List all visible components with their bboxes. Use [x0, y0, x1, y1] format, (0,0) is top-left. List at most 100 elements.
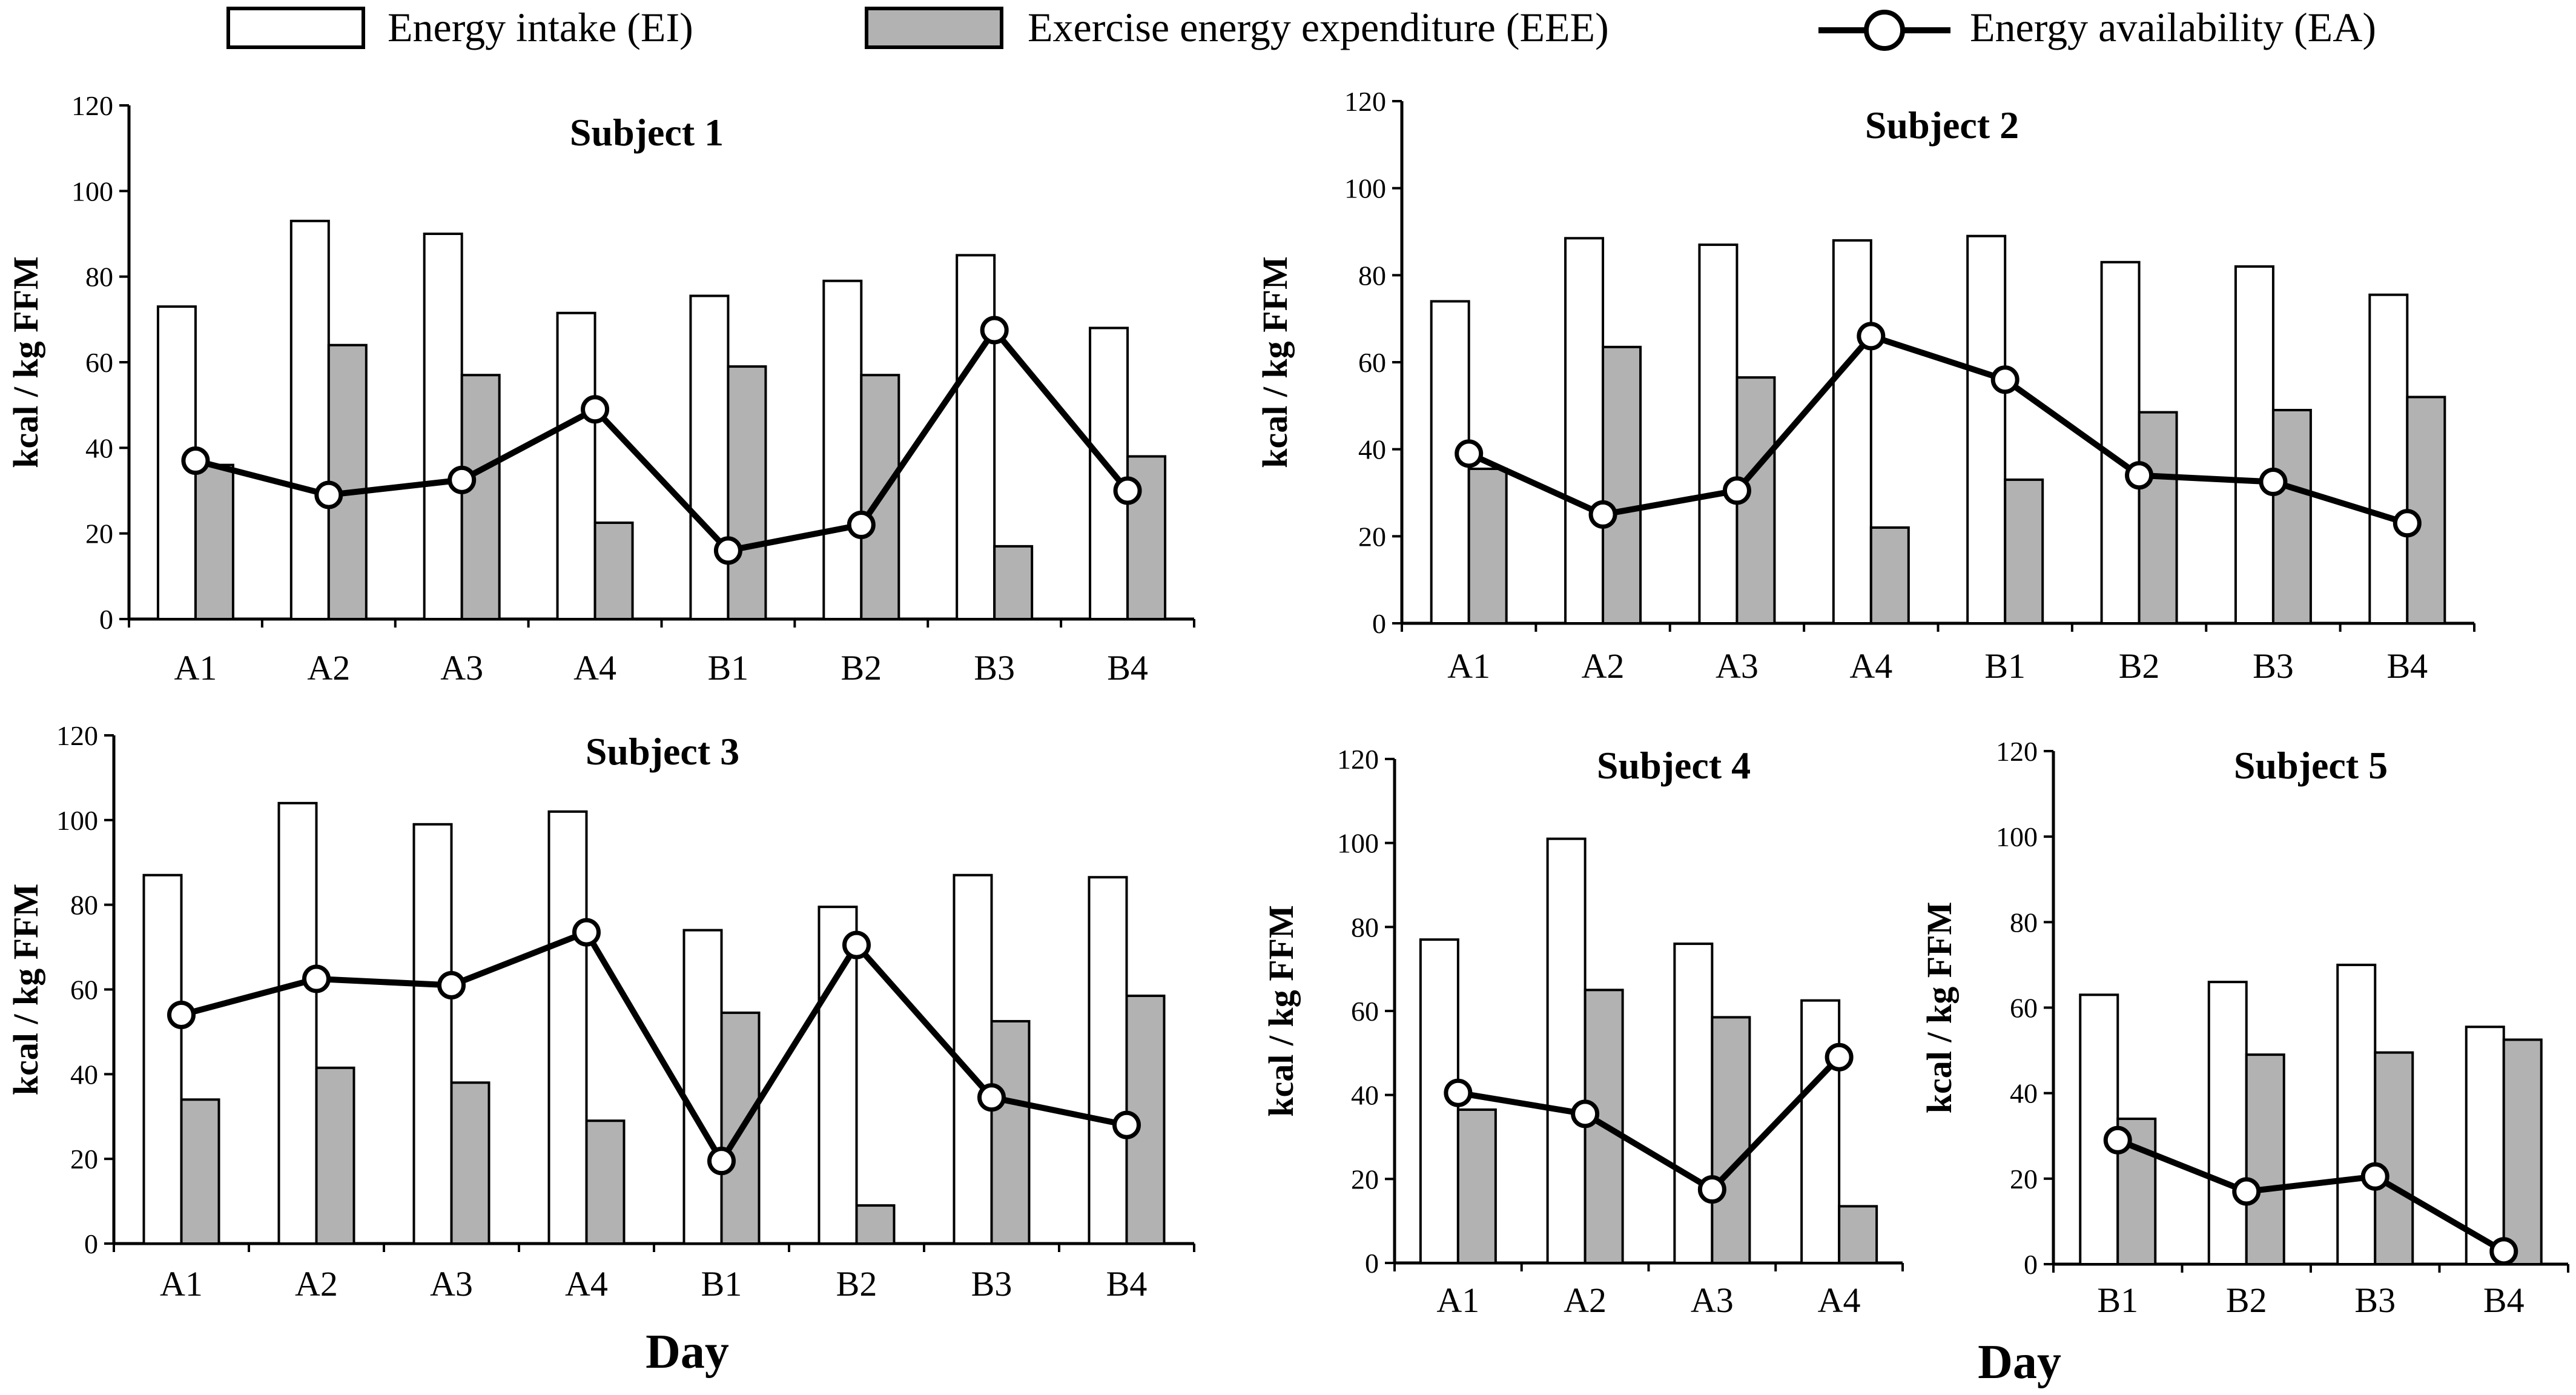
- panel-subject-2: 0 20 40 60 80 100 120 Subject 2 kcal / kg FFM A1 A…: [1255, 86, 2475, 686]
- ea-line: [180, 929, 1128, 1164]
- ea-line: [194, 327, 1130, 554]
- y-tick-label: 120: [1337, 744, 1379, 775]
- ea-line: [1458, 1055, 1841, 1193]
- ea-line: [1467, 333, 2408, 526]
- category-label: B1: [1984, 646, 2026, 686]
- y-tick-label: 20: [1358, 521, 1386, 552]
- bar-ei: [1546, 837, 1587, 1264]
- category-label: B2: [841, 648, 882, 688]
- category-label: B4: [1107, 648, 1148, 688]
- bar-ei: [1673, 943, 1714, 1264]
- y-tick-label: 40: [1351, 1080, 1379, 1111]
- bar-eee: [1602, 345, 1642, 625]
- bar-ei: [556, 311, 596, 620]
- bar-ei: [822, 279, 863, 620]
- category-label: B3: [974, 648, 1015, 688]
- bar-ei: [547, 810, 588, 1245]
- ea-point: [167, 1000, 196, 1029]
- category-label: B2: [2119, 646, 2160, 686]
- chart-title: Subject 2: [1865, 104, 2019, 147]
- bar-ei: [2100, 260, 2141, 625]
- bar-eee: [1456, 1108, 1497, 1265]
- bar-ei: [2207, 981, 2248, 1266]
- category-label: A3: [440, 648, 483, 688]
- chart-title: Subject 1: [570, 111, 724, 154]
- legend-ei-label: Energy intake (EI): [388, 4, 693, 50]
- ea-point: [707, 1147, 736, 1176]
- bar-ei: [817, 906, 858, 1245]
- category-label: A2: [1582, 646, 1625, 686]
- legend-ei-swatch: [226, 7, 365, 49]
- ea-point: [713, 536, 742, 565]
- ea-point: [1857, 322, 1886, 351]
- bar-ei: [2234, 265, 2274, 625]
- bar-ei: [142, 873, 183, 1245]
- ea-point: [572, 918, 601, 947]
- category-label: A4: [1849, 646, 1892, 686]
- y-tick-label: 60: [85, 347, 113, 378]
- y-tick-label: 60: [1358, 347, 1386, 378]
- bar-eee: [727, 365, 767, 620]
- y-tick-label: 80: [1358, 260, 1386, 291]
- y-tick-label: 60: [2010, 993, 2038, 1024]
- y-tick-label: 60: [1351, 996, 1379, 1027]
- bar-ei: [289, 219, 330, 620]
- category-label: A3: [1691, 1281, 1734, 1320]
- bar-eee: [180, 1098, 220, 1245]
- y-tick-label: 100: [1996, 821, 2038, 852]
- ea-point: [2103, 1125, 2132, 1155]
- bar-ei: [412, 823, 453, 1245]
- ea-point: [1113, 476, 1142, 505]
- bar-eee: [1711, 1016, 1751, 1265]
- bar-eee: [585, 1119, 626, 1245]
- ea-point: [1588, 500, 1617, 529]
- bar-eee: [2271, 409, 2312, 625]
- category-label: A1: [1447, 646, 1490, 686]
- ea-point: [2360, 1162, 2389, 1191]
- panel-subject-5: 0 20 40 60 80 100 120 Subject 5 kcal / kg FFM B1 B…: [1920, 736, 2569, 1320]
- bar-ei: [1564, 237, 1605, 625]
- bar-eee: [2138, 411, 2178, 625]
- category-label: B1: [2097, 1281, 2138, 1320]
- y-tick-label: 20: [2010, 1164, 2038, 1195]
- bar-ei: [1966, 234, 2007, 625]
- category-label: B2: [2226, 1281, 2267, 1320]
- category-label: A4: [573, 648, 616, 688]
- ea-point: [1112, 1110, 1141, 1139]
- category-label: A3: [430, 1264, 473, 1304]
- panel-subject-3: 0 20 40 60 80 100 120 Subject 3 kcal / kg FFM A1 A…: [6, 720, 1195, 1304]
- x-axis-label-day-right: Day: [1978, 1336, 2061, 1389]
- y-axis-label: kcal / kg FFM: [6, 884, 45, 1096]
- ea-point: [842, 930, 871, 959]
- category-label: A4: [1818, 1281, 1861, 1320]
- chart-title: Subject 5: [2234, 744, 2388, 787]
- legend-ea-marker: [1864, 10, 1905, 51]
- ea-point: [1571, 1099, 1600, 1128]
- y-tick-label: 0: [1365, 1248, 1379, 1279]
- y-axis-label: kcal / kg FFM: [1920, 902, 1959, 1114]
- category-label: A1: [174, 648, 217, 688]
- bar-ei: [2336, 963, 2377, 1265]
- y-tick-label: 120: [71, 90, 113, 121]
- category-label: B4: [2483, 1281, 2525, 1320]
- bar-ei: [2368, 293, 2409, 625]
- category-label: B1: [701, 1264, 742, 1304]
- y-tick-label: 60: [70, 975, 98, 1006]
- ea-point: [2259, 468, 2288, 497]
- bar-eee: [450, 1081, 490, 1245]
- y-tick-label: 120: [1996, 736, 2038, 767]
- y-tick-label: 40: [1358, 434, 1386, 465]
- bar-eee: [194, 463, 234, 620]
- category-label: B1: [708, 648, 749, 688]
- bar-eee: [1869, 526, 1910, 625]
- bar-ei: [956, 254, 996, 621]
- chart-title: Subject 4: [1597, 744, 1751, 787]
- category-label: A2: [307, 648, 350, 688]
- bar-eee: [855, 1204, 896, 1245]
- ea-point: [181, 446, 210, 475]
- y-tick-label: 120: [1344, 86, 1386, 117]
- chart-title: Subject 3: [586, 730, 739, 773]
- category-label: A2: [1564, 1281, 1607, 1320]
- ea-point: [980, 316, 1009, 345]
